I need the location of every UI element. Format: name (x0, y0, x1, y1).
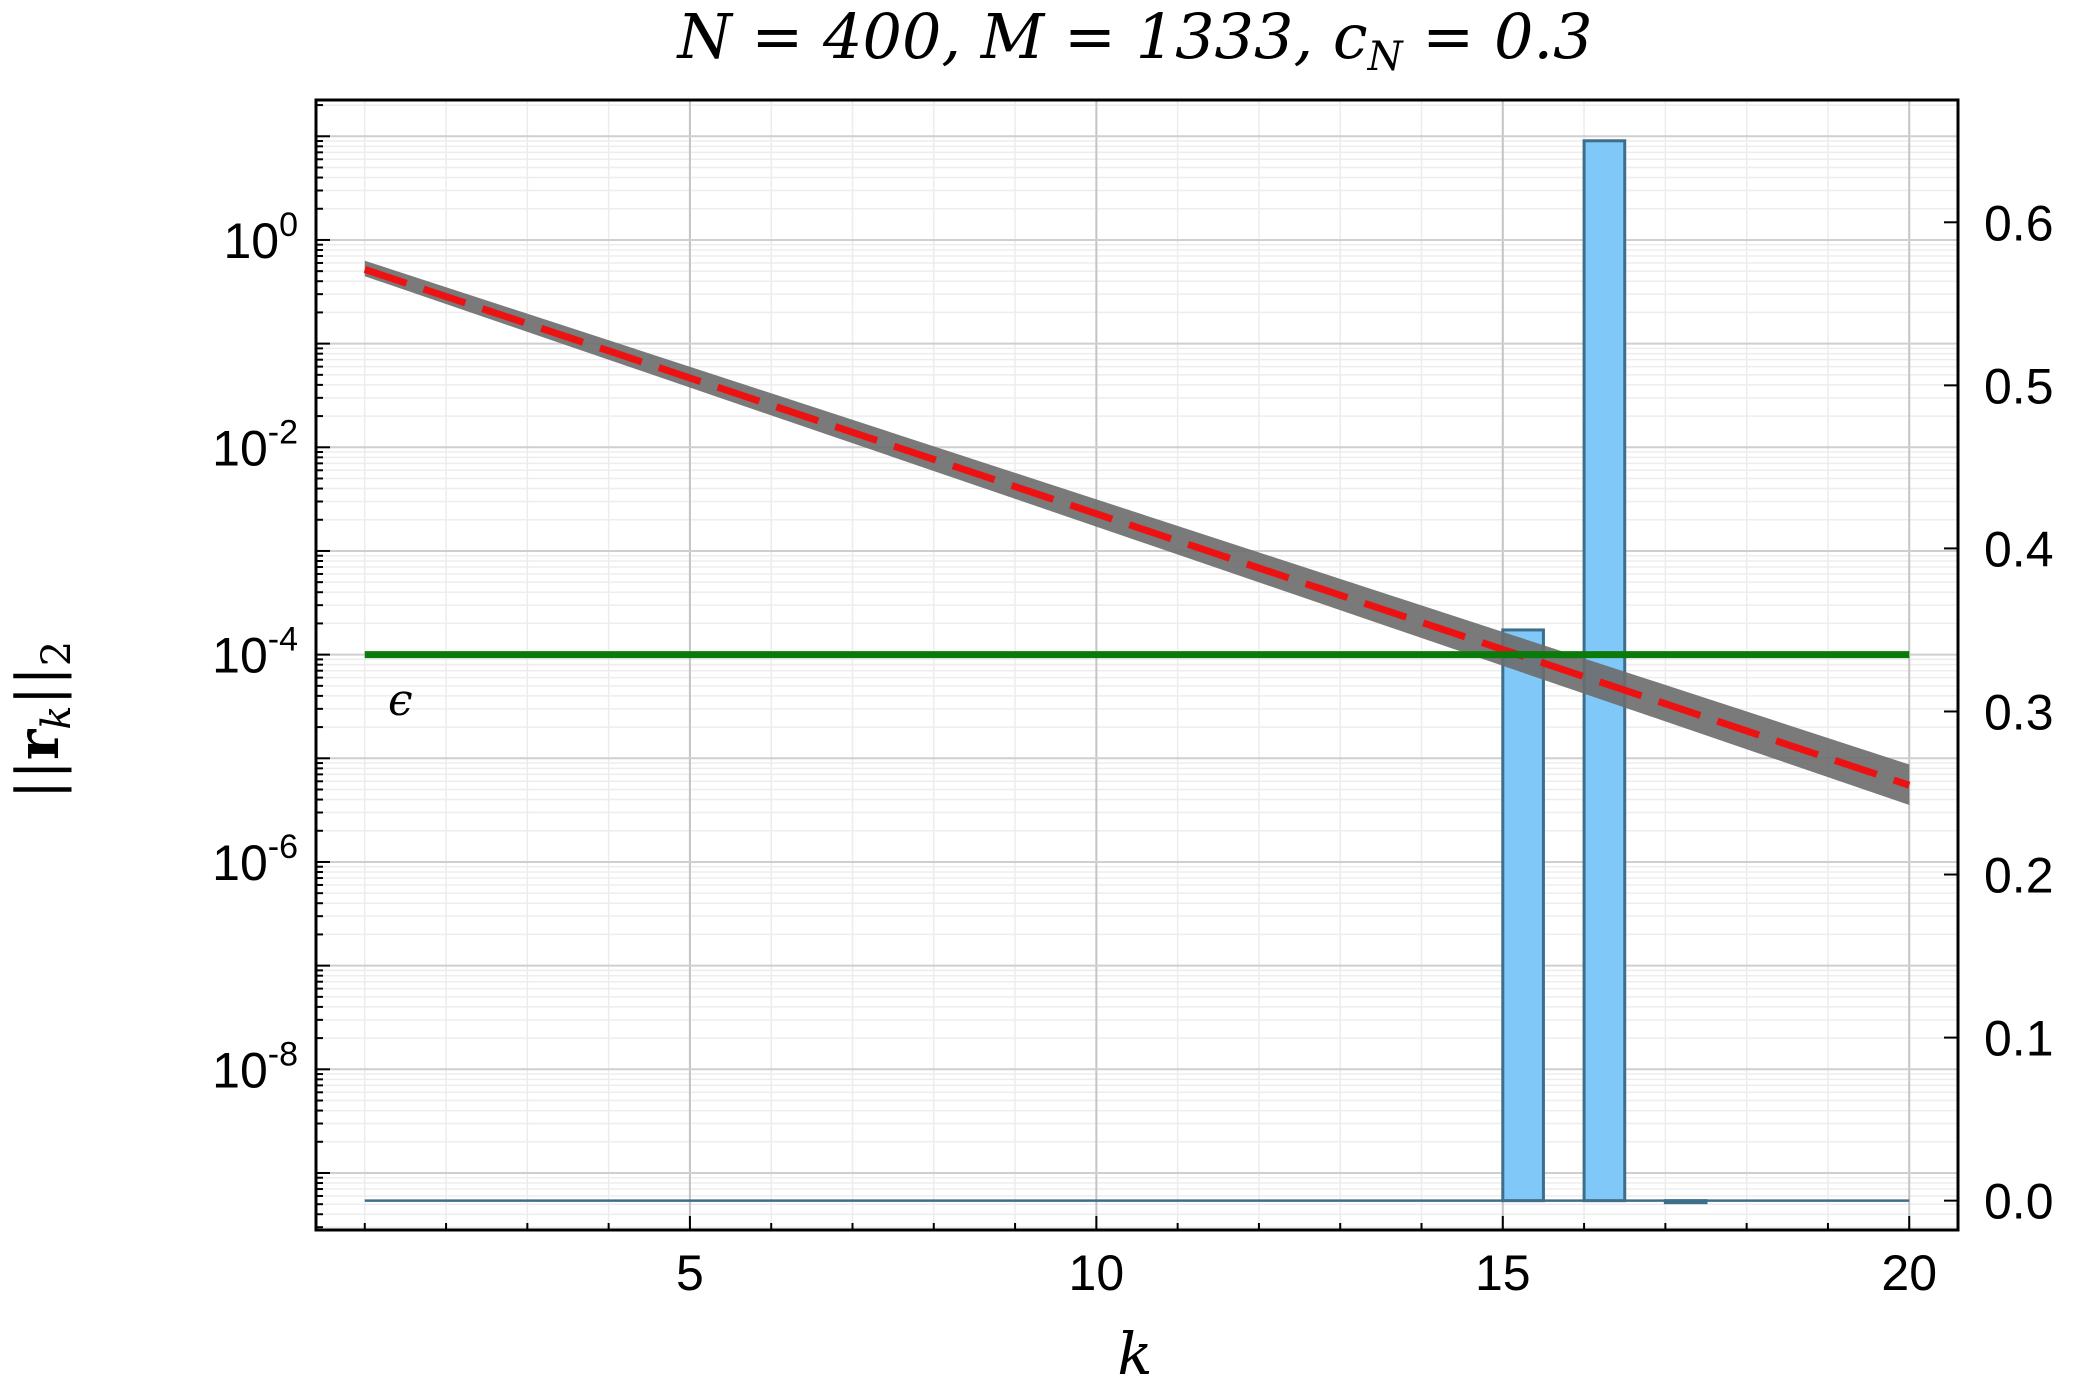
y2-tick-label: 0.2 (1984, 848, 2054, 904)
y2-tick-label: 0.3 (1984, 684, 2054, 740)
y2-tick-label: 0.1 (1984, 1011, 2054, 1067)
y-tick-label: 10-4 (212, 621, 298, 684)
y-tick-label: 10-6 (212, 828, 298, 891)
histogram-bar (1501, 628, 1545, 1203)
major-grid (316, 100, 1958, 1230)
y2-tick-label: 0.5 (1984, 358, 2054, 414)
y2-tick-label: 0.0 (1984, 1174, 2054, 1230)
fit-line (363, 266, 1911, 789)
minor-grid (316, 100, 1958, 1230)
series-lines (363, 266, 1911, 789)
y2-tick-label: 0.4 (1984, 521, 2054, 577)
epsilon-label: ϵ (388, 675, 413, 726)
axis-ticks (316, 104, 1958, 1230)
y-axis-title: ||rk||2 (4, 641, 80, 799)
y-tick-label: 10-8 (212, 1035, 298, 1098)
residual-band (364, 260, 1910, 805)
y-tick-label: 10-2 (212, 413, 298, 476)
chart-title: N = 400, M = 1333, cN = 0.3 (675, 0, 1592, 80)
histogram-bars (364, 139, 1910, 1205)
x-tick-label: 20 (1881, 1245, 1937, 1301)
x-tick-label: 15 (1475, 1245, 1531, 1301)
x-axis-title: k (1117, 1320, 1152, 1388)
x-tick-label: 10 (1069, 1245, 1125, 1301)
x-tick-label: 5 (676, 1245, 704, 1301)
tick-labels: 5 10 15 20 100 10-2 10-4 10-6 10-8 0.0 0.1 0.2 0.3 0.… (212, 195, 2053, 1301)
residual-band (364, 260, 1910, 805)
y-tick-label: 100 (223, 206, 298, 269)
histogram-bar (1663, 1199, 1708, 1205)
y2-tick-label: 0.6 (1984, 195, 2054, 251)
